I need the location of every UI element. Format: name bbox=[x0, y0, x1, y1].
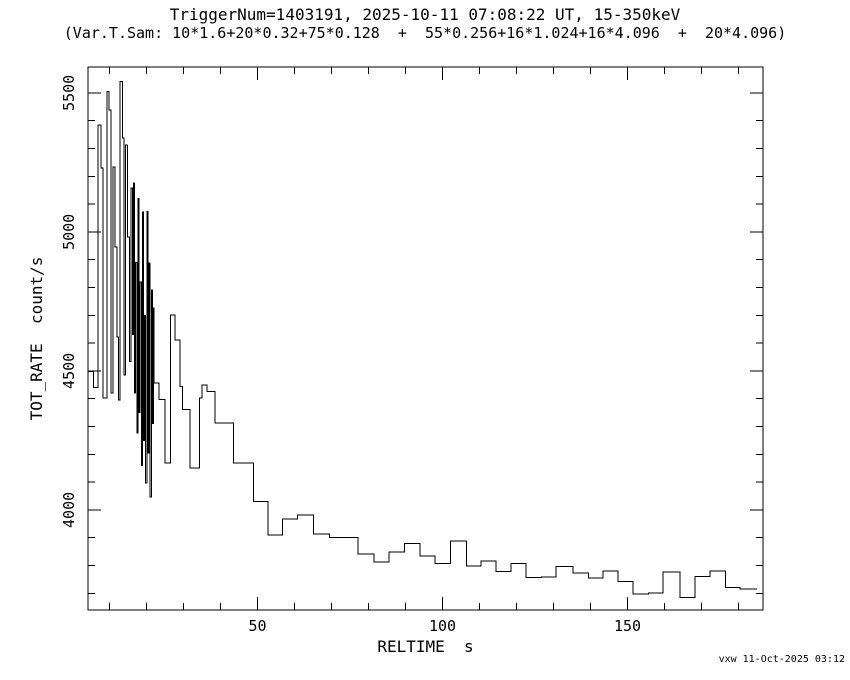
y-tick-label: 4000 bbox=[60, 492, 78, 528]
y-tick-label: 4500 bbox=[60, 353, 78, 389]
plot-frame bbox=[87, 66, 764, 611]
y-tick-label: 5500 bbox=[60, 75, 78, 111]
count-rate-step-curve bbox=[88, 81, 758, 598]
y-tick-label: 5000 bbox=[60, 214, 78, 250]
y-axis-label: TOT_RATE count/s bbox=[27, 257, 46, 421]
x-axis-label: RELTIME s bbox=[377, 637, 473, 656]
credit-stamp: vxw 11-Oct-2025 03:12 bbox=[718, 654, 845, 665]
chart-title: TriggerNum=1403191, 2025-10-11 07:08:22 … bbox=[169, 5, 681, 24]
x-tick-label: 100 bbox=[429, 617, 456, 635]
axis-ticks bbox=[88, 67, 763, 610]
x-tick-label: 50 bbox=[248, 617, 266, 635]
chart-subtitle: (Var.T.Sam: 10*1.6+20*0.32+75*0.128 + 55… bbox=[63, 24, 787, 42]
x-tick-label: 150 bbox=[614, 617, 641, 635]
